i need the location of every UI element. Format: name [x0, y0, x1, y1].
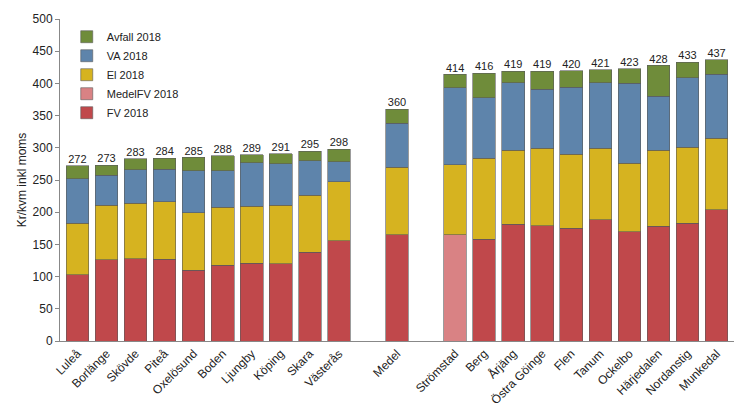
svg-text:Västerås: Västerås	[302, 347, 345, 390]
svg-text:291: 291	[272, 141, 290, 153]
svg-text:295: 295	[301, 138, 319, 150]
svg-text:400: 400	[33, 77, 53, 91]
svg-text:Östra Göinge: Östra Göinge	[488, 347, 549, 408]
svg-text:360: 360	[388, 96, 406, 108]
svg-text:200: 200	[33, 205, 53, 219]
svg-text:273: 273	[97, 152, 115, 164]
svg-text:Strömstad: Strömstad	[413, 347, 462, 396]
svg-text:420: 420	[562, 58, 580, 70]
svg-text:423: 423	[620, 56, 638, 68]
svg-text:433: 433	[678, 49, 696, 61]
svg-text:Berg: Berg	[463, 347, 491, 375]
svg-text:Skövde: Skövde	[104, 347, 142, 385]
svg-text:Medel: Medel	[370, 347, 403, 380]
svg-text:Årjäng: Årjäng	[484, 346, 519, 381]
svg-text:272: 272	[68, 153, 86, 165]
svg-text:300: 300	[33, 141, 53, 155]
svg-text:150: 150	[33, 238, 53, 252]
svg-text:285: 285	[184, 145, 202, 157]
svg-text:Boden: Boden	[195, 347, 229, 381]
svg-text:Borlänge: Borlänge	[69, 347, 113, 391]
svg-text:Köping: Köping	[251, 347, 287, 383]
svg-text:Oxelösund: Oxelösund	[150, 347, 200, 397]
svg-text:Ljungby: Ljungby	[218, 347, 258, 387]
svg-text:421: 421	[591, 57, 609, 69]
svg-text:284: 284	[155, 145, 173, 157]
svg-text:Luleå: Luleå	[53, 347, 84, 378]
svg-text:100: 100	[33, 270, 53, 284]
svg-text:Kr/kvm inkl moms: Kr/kvm inkl moms	[15, 133, 29, 228]
svg-text:Ockelbo: Ockelbo	[595, 347, 636, 388]
svg-text:250: 250	[33, 173, 53, 187]
svg-text:Flen: Flen	[551, 347, 577, 373]
svg-text:289: 289	[243, 142, 261, 154]
svg-text:Tanum: Tanum	[571, 347, 606, 382]
svg-text:350: 350	[33, 109, 53, 123]
svg-text:Skara: Skara	[284, 347, 316, 379]
svg-text:El 2018: El 2018	[107, 69, 144, 81]
svg-text:288: 288	[214, 143, 232, 155]
svg-text:283: 283	[126, 146, 144, 158]
svg-text:Avfall 2018: Avfall 2018	[107, 31, 161, 43]
svg-text:428: 428	[649, 53, 667, 65]
svg-text:Piteå: Piteå	[142, 347, 171, 376]
svg-text:419: 419	[533, 58, 551, 70]
svg-text:Härjedalen: Härjedalen	[614, 347, 665, 398]
svg-text:416: 416	[475, 60, 493, 72]
svg-text:419: 419	[504, 58, 522, 70]
svg-text:FV 2018: FV 2018	[107, 107, 149, 119]
svg-text:450: 450	[33, 44, 53, 58]
svg-text:298: 298	[330, 136, 348, 148]
svg-text:Munkedal: Munkedal	[676, 347, 723, 394]
svg-text:437: 437	[707, 47, 725, 59]
svg-text:0: 0	[46, 334, 53, 348]
svg-text:500: 500	[33, 12, 53, 26]
svg-text:MedelFV 2018: MedelFV 2018	[107, 88, 179, 100]
svg-text:Nordanstig: Nordanstig	[643, 347, 694, 398]
svg-text:414: 414	[446, 62, 464, 74]
svg-text:50: 50	[39, 302, 53, 316]
svg-text:VA 2018: VA 2018	[107, 50, 148, 62]
